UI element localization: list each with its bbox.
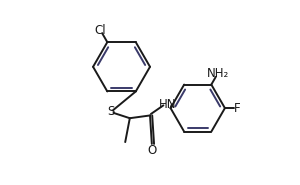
Text: Cl: Cl [94,24,106,37]
Text: F: F [234,102,240,115]
Text: O: O [148,144,157,157]
Text: NH₂: NH₂ [207,67,230,80]
Text: HN: HN [159,98,176,111]
Text: S: S [107,105,115,118]
